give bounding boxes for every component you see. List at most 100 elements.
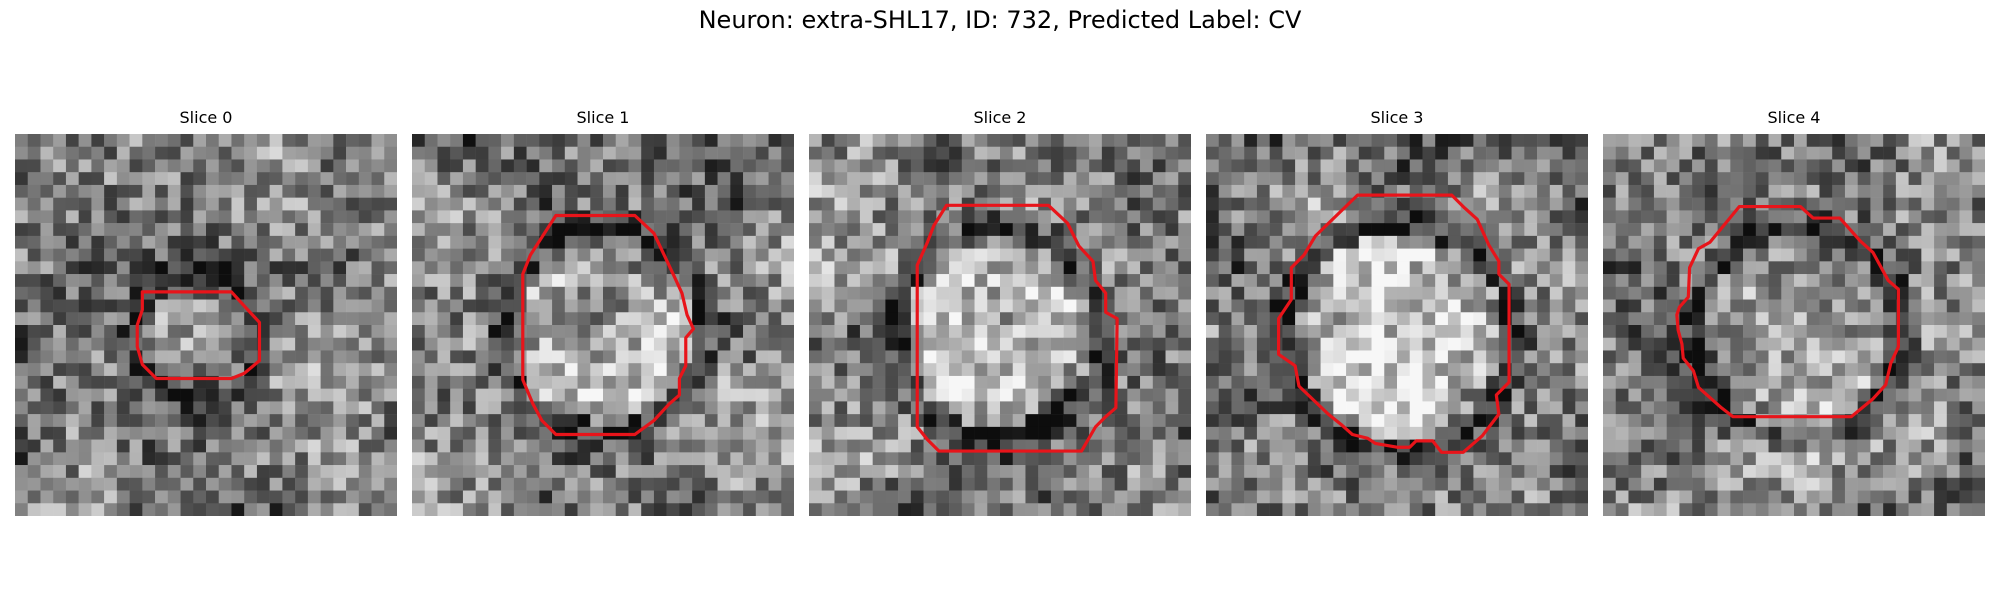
pixel-cell	[462, 261, 476, 275]
pixel-cell	[27, 375, 41, 389]
pixel-cell	[475, 274, 489, 288]
pixel-cell	[1603, 134, 1616, 147]
pixel-cell	[1704, 490, 1718, 504]
pixel-cell	[743, 426, 757, 440]
pixel-cell	[755, 477, 769, 491]
pixel-cell	[1371, 452, 1385, 466]
pixel-cell	[346, 223, 360, 237]
pixel-cell	[1524, 235, 1538, 249]
pixel-cell	[1206, 134, 1219, 147]
pixel-cell	[1768, 134, 1782, 147]
pixel-cell	[987, 223, 1001, 237]
pixel-cell	[1231, 490, 1245, 504]
pixel-cell	[1089, 337, 1103, 351]
pixel-cell	[1537, 452, 1551, 466]
pixel-cell	[1832, 184, 1846, 198]
pixel-cell	[821, 172, 835, 186]
pixel-cell	[1012, 465, 1026, 479]
pixel-cell	[1549, 465, 1563, 479]
pixel-cell	[615, 350, 629, 364]
pixel-cell	[847, 363, 861, 377]
pixel-cell	[949, 134, 963, 147]
pixel-cell	[1409, 223, 1423, 237]
pixel-cell	[1883, 299, 1897, 313]
pixel-cell	[1320, 286, 1334, 300]
pixel-cell	[1384, 286, 1398, 300]
pixel-cell	[1447, 235, 1461, 249]
pixel-cell	[628, 248, 642, 262]
pixel-cell	[1883, 159, 1897, 173]
pixel-cell	[755, 223, 769, 237]
pixel-cell	[1089, 235, 1103, 249]
pixel-cell	[1819, 477, 1833, 491]
pixel-cell	[974, 337, 988, 351]
pixel-cell	[180, 350, 194, 364]
pixel-cell	[1794, 490, 1807, 504]
pixel-cell	[256, 426, 270, 440]
pixel-cell	[1397, 337, 1410, 351]
pixel-cell	[1666, 223, 1680, 237]
pixel-cell	[320, 299, 334, 313]
pixel-cell	[885, 490, 899, 504]
pixel-cell	[1307, 375, 1321, 389]
pixel-cell	[167, 312, 181, 326]
pixel-cell	[358, 312, 372, 326]
pixel-cell	[1127, 350, 1141, 364]
pixel-cell	[1819, 134, 1833, 147]
pixel-cell	[1511, 465, 1525, 479]
pixel-cell	[949, 325, 963, 338]
pixel-cell	[513, 337, 527, 351]
pixel-cell	[78, 312, 92, 326]
pixel-cell	[1908, 286, 1922, 300]
pixel-cell	[552, 261, 566, 275]
pixel-cell	[424, 452, 438, 466]
pixel-cell	[755, 299, 769, 313]
pixel-cell	[590, 439, 604, 453]
pixel-cell	[679, 401, 693, 415]
pixel-cell	[1730, 439, 1744, 453]
pixel-cell	[1946, 248, 1960, 262]
pixel-cell	[974, 134, 988, 147]
pixel-cell	[1537, 503, 1551, 516]
pixel-cell	[821, 286, 835, 300]
pixel-cell	[1422, 465, 1436, 479]
pixel-cell	[1832, 299, 1846, 313]
pixel-cell	[424, 375, 438, 389]
pixel-cell	[834, 325, 848, 338]
pixel-cell	[1870, 375, 1884, 389]
pixel-cell	[603, 490, 616, 504]
pixel-cell	[1692, 210, 1706, 224]
pixel-cell	[847, 388, 861, 402]
pixel-cell	[1384, 274, 1398, 288]
pixel-cell	[704, 235, 718, 249]
pixel-cell	[809, 261, 822, 275]
pixel-cell	[206, 503, 219, 516]
pixel-cell	[717, 146, 731, 160]
pixel-cell	[1870, 363, 1884, 377]
pixel-cell	[847, 197, 861, 211]
pixel-cell	[450, 286, 464, 300]
pixel-cell	[1333, 184, 1347, 198]
pixel-cell	[987, 325, 1001, 338]
pixel-cell	[1050, 465, 1064, 479]
pixel-cell	[142, 426, 156, 440]
pixel-cell	[1256, 363, 1270, 377]
pixel-cell	[282, 503, 296, 516]
pixel-cell	[1473, 414, 1487, 428]
pixel-cell	[513, 452, 527, 466]
pixel-cell	[1921, 452, 1935, 466]
pixel-cell	[552, 350, 566, 364]
pixel-cell	[412, 286, 425, 300]
pixel-cell	[1397, 146, 1410, 160]
pixel-cell	[1615, 350, 1629, 364]
pixel-cell	[1768, 172, 1782, 186]
pixel-cell	[834, 490, 848, 504]
pixel-cell	[1165, 452, 1179, 466]
pixel-cell	[333, 134, 347, 147]
pixel-cell	[1666, 490, 1680, 504]
pixel-cell	[116, 286, 130, 300]
pixel-cell	[218, 299, 232, 313]
pixel-cell	[1628, 503, 1642, 516]
pixel-cell	[295, 172, 309, 186]
pixel-cell	[437, 452, 451, 466]
